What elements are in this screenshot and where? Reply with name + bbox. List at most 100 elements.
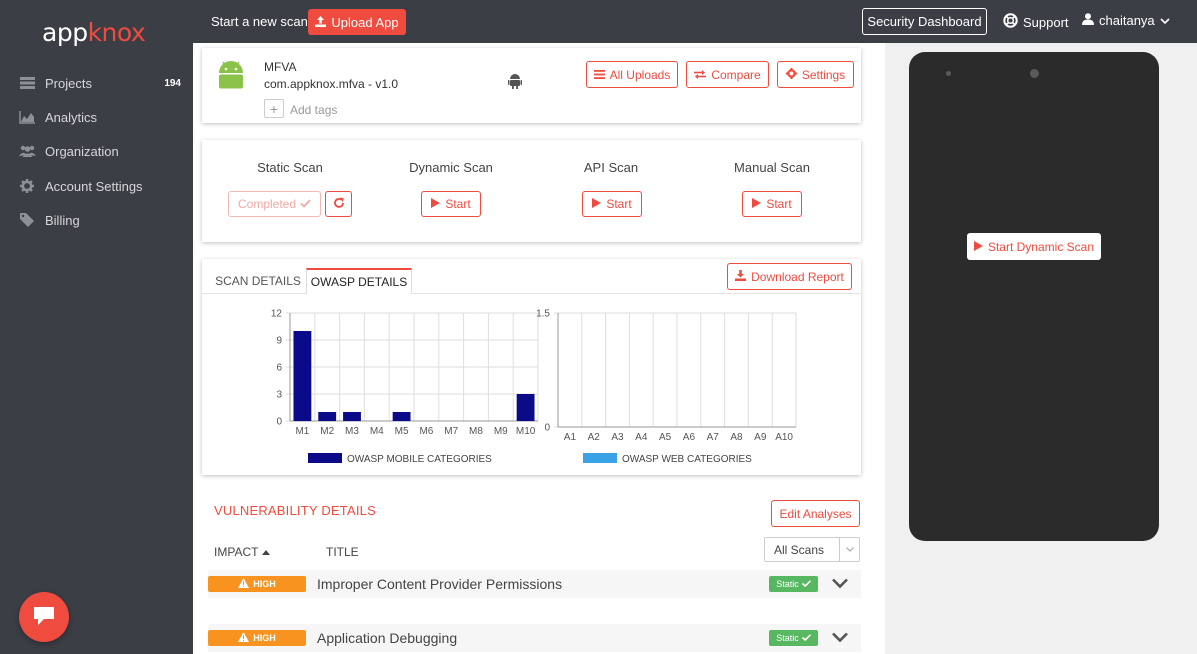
x-tick-label: M1 <box>295 426 309 437</box>
sidebar-item-label: Projects <box>45 75 92 91</box>
api-scan-start-button[interactable]: Start <box>582 191 642 217</box>
app-package: com.appknox.mfva - v1.0 <box>264 77 399 91</box>
vulnerability-title: Application Debugging <box>317 630 458 646</box>
y-tick-label: 3 <box>276 390 282 401</box>
start-new-scan-label: Start a new scan <box>211 14 308 29</box>
security-dashboard-button[interactable]: Security Dashboard <box>862 8 987 35</box>
tab-scan-details[interactable]: SCAN DETAILS <box>215 274 301 288</box>
add-tag-button[interactable]: + <box>264 99 284 118</box>
tab-divider <box>202 293 861 294</box>
expand-chevron-icon[interactable] <box>832 631 848 646</box>
sidebar-item-account-settings[interactable]: Account Settings <box>0 172 193 200</box>
static-scan-title: Static Scan <box>257 160 323 175</box>
sidebar-item-organization[interactable]: Organization <box>0 137 193 165</box>
y-tick-label: 0 <box>544 423 550 434</box>
vulnerability-title: Improper Content Provider Permissions <box>317 576 563 592</box>
x-tick-label: A1 <box>564 432 577 443</box>
impact-badge: HIGH <box>208 576 306 592</box>
y-tick-label: 12 <box>271 309 283 320</box>
app-info-card: MFVA com.appknox.mfva - v1.0 + Add tags … <box>202 48 861 123</box>
legend-swatch <box>583 453 617 463</box>
sidebar-item-projects[interactable]: Projects 194 <box>0 69 193 97</box>
bar <box>516 394 535 421</box>
device-sensor <box>946 71 951 76</box>
appknox-logo[interactable]: appknox <box>42 18 146 47</box>
x-tick-label: M4 <box>370 426 384 437</box>
x-tick-label: A10 <box>775 432 793 443</box>
bar <box>293 331 312 421</box>
check-icon <box>300 197 311 211</box>
x-tick-label: M2 <box>320 426 334 437</box>
title-column-header[interactable]: TITLE <box>326 545 359 559</box>
y-tick-label: 0 <box>276 417 282 428</box>
bar <box>343 412 361 421</box>
check-icon <box>801 633 811 643</box>
sidebar-item-label: Analytics <box>45 109 98 125</box>
rescan-button[interactable] <box>325 191 352 217</box>
x-tick-label: M10 <box>516 426 536 437</box>
dynamic-scan-start-button[interactable]: Start <box>421 191 481 217</box>
app-name: MFVA <box>264 60 297 74</box>
main-content: MFVA com.appknox.mfva - v1.0 + Add tags … <box>193 43 885 654</box>
user-menu[interactable]: chaitanya <box>1082 13 1170 28</box>
vulnerability-row[interactable]: HIGH Application Debugging Static <box>208 624 861 652</box>
settings-button[interactable]: Settings <box>777 61 854 88</box>
sidebar-item-analytics[interactable]: Analytics <box>0 103 193 131</box>
x-tick-label: M9 <box>494 426 508 437</box>
user-icon <box>1082 13 1094 28</box>
bar <box>318 412 337 421</box>
all-uploads-button[interactable]: All Uploads <box>586 61 678 88</box>
chevron-down-icon <box>1160 13 1170 28</box>
x-tick-label: A5 <box>659 432 672 443</box>
x-tick-label: A2 <box>588 432 601 443</box>
manual-scan-start-button[interactable]: Start <box>742 191 802 217</box>
support-link[interactable]: Support <box>1003 13 1069 31</box>
upload-icon <box>315 15 327 30</box>
projects-count-badge: 194 <box>164 77 181 89</box>
upload-app-button[interactable]: Upload App <box>308 9 406 35</box>
list-icon <box>18 77 36 89</box>
impact-column-header[interactable]: IMPACT <box>214 545 270 559</box>
device-screen-panel: Start Dynamic Scan <box>909 52 1159 541</box>
x-tick-label: M6 <box>419 426 433 437</box>
scan-types-card: Static Scan Dynamic Scan API Scan Manual… <box>202 140 861 242</box>
tab-owasp-details[interactable]: OWASP DETAILS <box>306 268 412 294</box>
impact-badge: HIGH <box>208 630 306 646</box>
static-tag-badge: Static <box>769 630 818 646</box>
manual-scan-title: Manual Scan <box>734 160 810 175</box>
x-tick-label: A8 <box>730 432 743 443</box>
add-tags-label[interactable]: Add tags <box>290 103 338 117</box>
sidebar: appknox Projects 194 Analytics Organizat… <box>0 0 193 654</box>
scan-filter-select[interactable]: All Scans <box>764 537 860 562</box>
x-tick-label: A9 <box>754 432 767 443</box>
x-tick-label: A6 <box>683 432 696 443</box>
legend-label: OWASP WEB CATEGORIES <box>622 454 752 465</box>
refresh-icon <box>333 197 345 212</box>
sort-up-icon <box>261 545 270 559</box>
vulnerability-details-heading: VULNERABILITY DETAILS <box>214 503 376 518</box>
download-report-button[interactable]: Download Report <box>727 263 852 290</box>
legend-label: OWASP MOBILE CATEGORIES <box>347 454 492 465</box>
chat-button[interactable] <box>19 592 69 642</box>
play-icon <box>592 197 602 211</box>
static-tag-badge: Static <box>769 576 818 592</box>
expand-chevron-icon[interactable] <box>832 577 848 592</box>
legend-swatch <box>308 453 342 463</box>
y-tick-label: 9 <box>276 336 282 347</box>
sidebar-item-label: Organization <box>45 143 119 159</box>
static-scan-completed-button[interactable]: Completed <box>228 191 321 217</box>
sidebar-item-billing[interactable]: Billing <box>0 206 193 234</box>
chat-icon <box>32 605 56 630</box>
compare-button[interactable]: Compare <box>686 61 769 88</box>
x-tick-label: M3 <box>345 426 359 437</box>
device-camera <box>1030 69 1039 78</box>
x-tick-label: M8 <box>469 426 483 437</box>
start-dynamic-scan-button[interactable]: Start Dynamic Scan <box>967 233 1101 260</box>
sidebar-item-label: Billing <box>45 212 80 228</box>
vulnerability-row[interactable]: HIGH Improper Content Provider Permissio… <box>208 570 861 598</box>
lifebuoy-icon <box>1003 13 1018 31</box>
owasp-charts: 0 3 6 9 12 M1 M2 M3 M4 M5 M6 M7 M8 M9 M10 OWASP MOBILE … <box>271 309 797 465</box>
edit-analyses-button[interactable]: Edit Analyses <box>771 500 860 527</box>
gear-icon <box>18 179 36 193</box>
play-icon <box>431 197 441 211</box>
